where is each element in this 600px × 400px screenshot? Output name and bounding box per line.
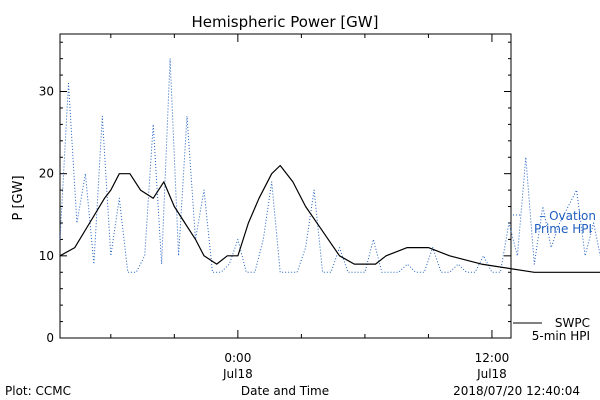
- x-tick-time: 0:00: [224, 351, 251, 365]
- y-tick-label: 10: [39, 249, 54, 263]
- chart-title: Hemispheric Power [GW]: [192, 13, 379, 31]
- ovation-legend-line2: Prime HPI: [534, 222, 592, 236]
- x-tick-date: Jul18: [222, 367, 253, 381]
- plot-area: 01020300:00Jul1812:00Jul180:00Jul1912:00…: [39, 34, 600, 381]
- plot-credit: Plot: CCMC: [5, 384, 71, 398]
- swpc-legend-line1: SWPC: [555, 316, 590, 330]
- x-tick-date: Jul18: [476, 367, 507, 381]
- y-tick-label: 0: [46, 331, 54, 345]
- y-tick-label: 30: [39, 85, 54, 99]
- ovation-legend-line1: – Ovation: [539, 209, 596, 223]
- x-axis-label: Date and Time: [241, 384, 329, 398]
- plot-timestamp: 2018/07/20 12:40:04: [453, 384, 580, 398]
- swpc-legend-line2: 5-min HPI: [532, 329, 590, 343]
- plot-frame: [59, 33, 512, 339]
- x-tick-time: 12:00: [475, 351, 510, 365]
- y-axis-label: P [GW]: [11, 175, 26, 220]
- y-tick-label: 20: [39, 167, 54, 181]
- swpc-hpi-series-line: [59, 164, 600, 273]
